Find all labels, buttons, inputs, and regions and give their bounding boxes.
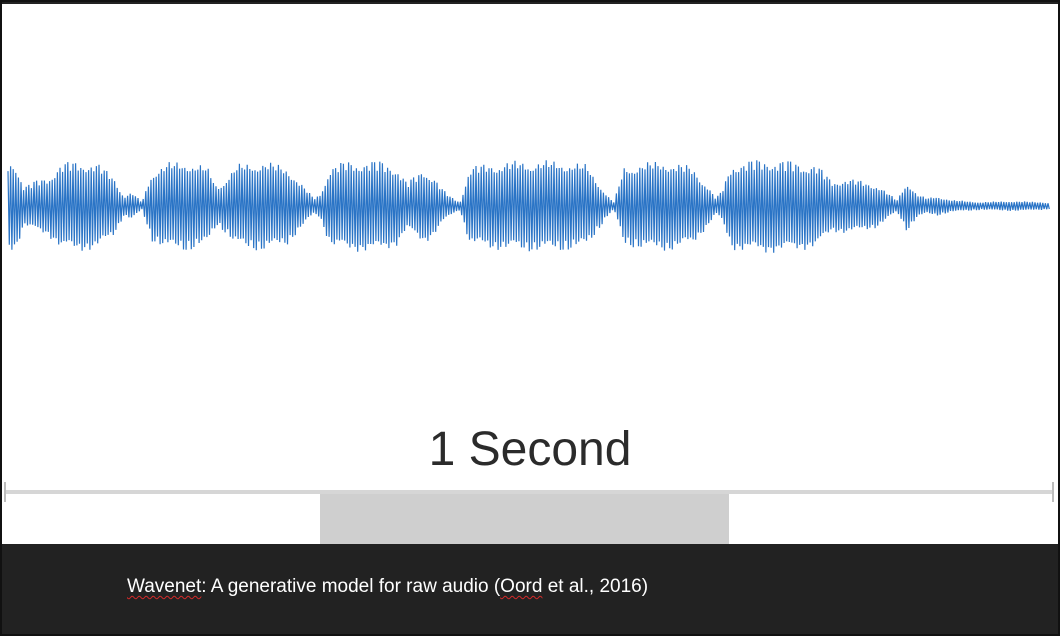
- waveform-trace: [7, 160, 1050, 253]
- caption-author: Oord: [500, 576, 543, 597]
- waveform-figure: 1 Second: [2, 4, 1058, 544]
- timeline-progress-block: [320, 494, 729, 544]
- timeline-end-tick: [1052, 482, 1054, 502]
- citation-caption: Wavenet: A generative model for raw audi…: [127, 576, 648, 598]
- timeline-start-tick: [4, 482, 6, 502]
- caption-model-name: Wavenet: [127, 576, 202, 597]
- timeline-bar: [6, 490, 1054, 494]
- caption-description: : A generative model for raw audio (: [201, 576, 501, 597]
- audio-waveform: [7, 160, 1050, 253]
- duration-label: 1 Second: [428, 423, 632, 476]
- caption-bar: Wavenet: A generative model for raw audi…: [2, 544, 1058, 634]
- caption-tail: et al., 2016): [542, 576, 649, 597]
